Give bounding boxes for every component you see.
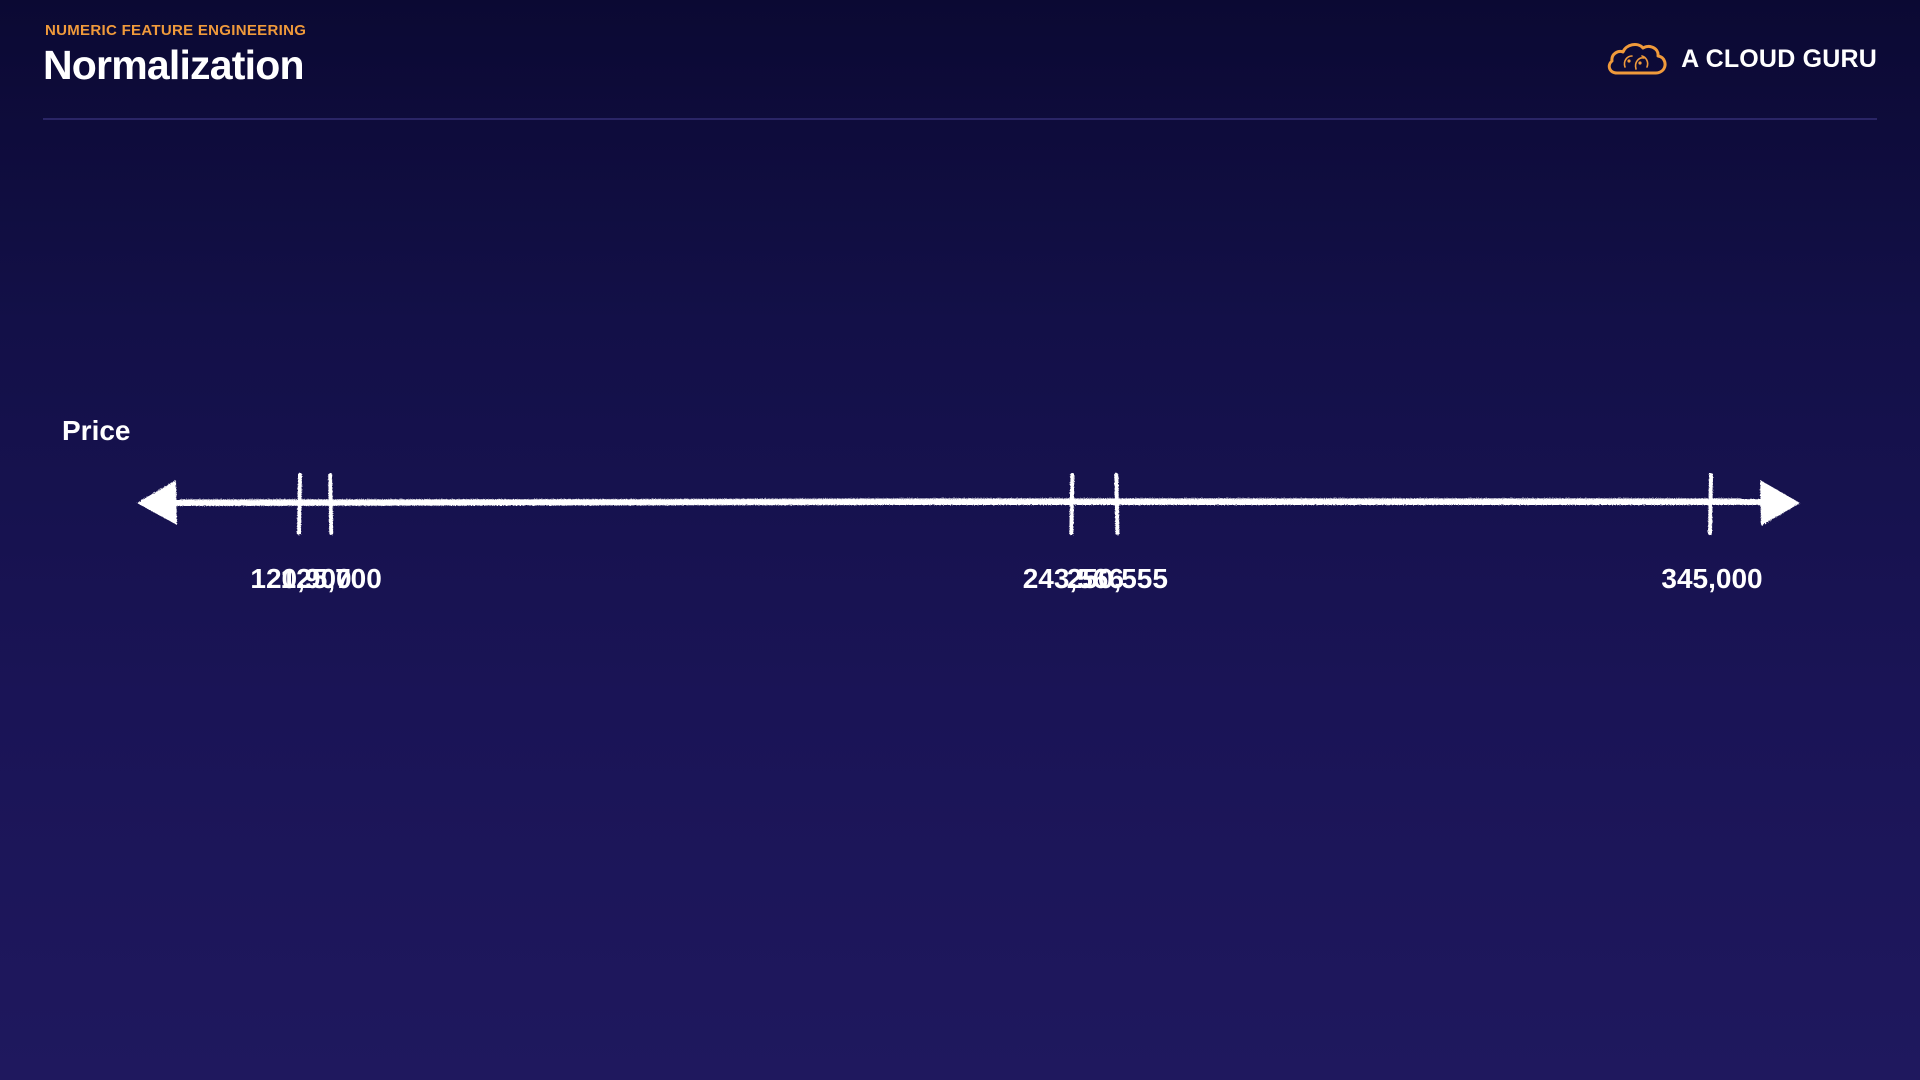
tick-mark	[1708, 473, 1713, 535]
tick-label: 125,700	[281, 563, 382, 594]
header-divider	[43, 118, 1877, 120]
tick-label: 120,900	[250, 563, 351, 594]
tick-label: 345,000	[1661, 563, 1762, 594]
cloud-logo-icon	[1607, 43, 1667, 75]
tick-label: 250,555	[1067, 563, 1168, 594]
brand-logo: A CLOUD GURU	[1605, 38, 1877, 80]
right-arrow-icon	[1760, 480, 1800, 526]
section-eyebrow: NUMERIC FEATURE ENGINEERING	[45, 22, 307, 39]
tick-mark	[1069, 473, 1075, 535]
number-line-axis-highlight	[179, 497, 1741, 501]
brand-name: A CLOUD GURU	[1681, 44, 1877, 73]
tick-label: 243,566	[1023, 563, 1124, 594]
left-arrow-icon	[137, 480, 177, 525]
number-line-axis	[169, 498, 1763, 506]
slide-title: Normalization	[43, 42, 304, 88]
tick-mark	[297, 473, 302, 535]
price-axis-label: Price	[62, 415, 131, 446]
tick-mark	[328, 473, 334, 535]
tick-mark	[1114, 473, 1120, 535]
slide-header: NUMERIC FEATURE ENGINEERING Normalizatio…	[0, 0, 1920, 122]
